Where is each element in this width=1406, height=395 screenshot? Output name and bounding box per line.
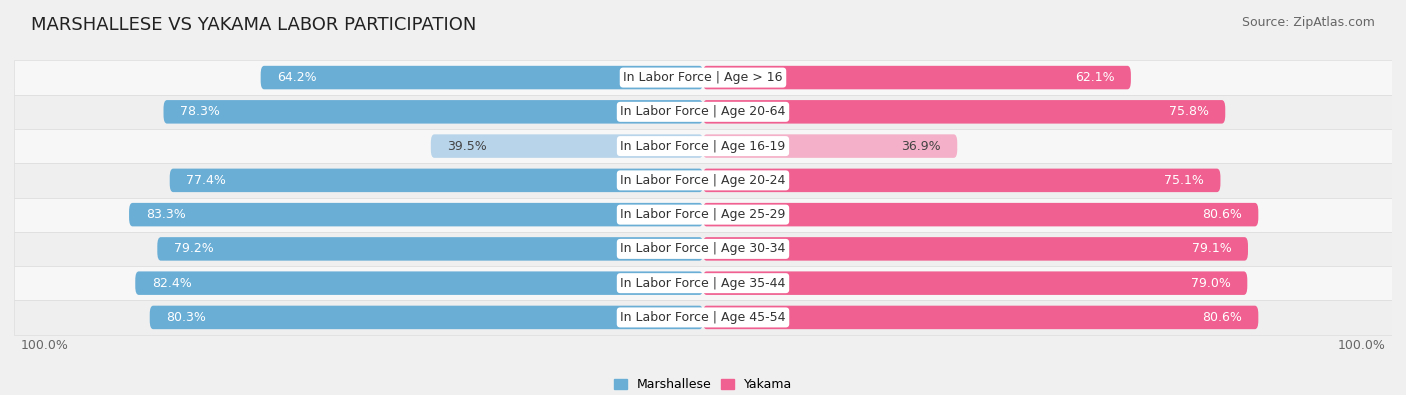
FancyBboxPatch shape bbox=[703, 169, 1220, 192]
FancyBboxPatch shape bbox=[14, 232, 1392, 266]
FancyBboxPatch shape bbox=[430, 134, 703, 158]
Text: Source: ZipAtlas.com: Source: ZipAtlas.com bbox=[1241, 16, 1375, 29]
Text: 80.3%: 80.3% bbox=[166, 311, 207, 324]
FancyBboxPatch shape bbox=[703, 134, 957, 158]
FancyBboxPatch shape bbox=[703, 237, 1249, 261]
Text: 82.4%: 82.4% bbox=[152, 276, 191, 290]
Text: 80.6%: 80.6% bbox=[1202, 208, 1241, 221]
FancyBboxPatch shape bbox=[163, 100, 703, 124]
Text: In Labor Force | Age 16-19: In Labor Force | Age 16-19 bbox=[620, 139, 786, 152]
Text: 75.8%: 75.8% bbox=[1168, 105, 1209, 118]
Text: 100.0%: 100.0% bbox=[21, 339, 69, 352]
Text: 79.1%: 79.1% bbox=[1192, 243, 1232, 256]
Text: In Labor Force | Age 25-29: In Labor Force | Age 25-29 bbox=[620, 208, 786, 221]
FancyBboxPatch shape bbox=[150, 306, 703, 329]
FancyBboxPatch shape bbox=[703, 271, 1247, 295]
FancyBboxPatch shape bbox=[129, 203, 703, 226]
Text: In Labor Force | Age 30-34: In Labor Force | Age 30-34 bbox=[620, 243, 786, 256]
Legend: Marshallese, Yakama: Marshallese, Yakama bbox=[609, 373, 797, 395]
Text: 80.6%: 80.6% bbox=[1202, 311, 1241, 324]
Text: 77.4%: 77.4% bbox=[186, 174, 226, 187]
Text: In Labor Force | Age > 16: In Labor Force | Age > 16 bbox=[623, 71, 783, 84]
FancyBboxPatch shape bbox=[703, 306, 1258, 329]
Text: 79.2%: 79.2% bbox=[174, 243, 214, 256]
FancyBboxPatch shape bbox=[14, 95, 1392, 129]
Text: 78.3%: 78.3% bbox=[180, 105, 219, 118]
FancyBboxPatch shape bbox=[260, 66, 703, 89]
Text: 75.1%: 75.1% bbox=[1164, 174, 1204, 187]
FancyBboxPatch shape bbox=[14, 163, 1392, 198]
Text: In Labor Force | Age 20-64: In Labor Force | Age 20-64 bbox=[620, 105, 786, 118]
FancyBboxPatch shape bbox=[135, 271, 703, 295]
Text: 62.1%: 62.1% bbox=[1074, 71, 1115, 84]
FancyBboxPatch shape bbox=[14, 266, 1392, 300]
Text: 83.3%: 83.3% bbox=[146, 208, 186, 221]
Text: 100.0%: 100.0% bbox=[1337, 339, 1385, 352]
Text: 39.5%: 39.5% bbox=[447, 139, 486, 152]
FancyBboxPatch shape bbox=[157, 237, 703, 261]
FancyBboxPatch shape bbox=[703, 66, 1130, 89]
FancyBboxPatch shape bbox=[14, 60, 1392, 95]
Text: 64.2%: 64.2% bbox=[277, 71, 316, 84]
FancyBboxPatch shape bbox=[703, 203, 1258, 226]
Text: MARSHALLESE VS YAKAMA LABOR PARTICIPATION: MARSHALLESE VS YAKAMA LABOR PARTICIPATIO… bbox=[31, 16, 477, 34]
Text: 79.0%: 79.0% bbox=[1191, 276, 1230, 290]
Text: 36.9%: 36.9% bbox=[901, 139, 941, 152]
FancyBboxPatch shape bbox=[170, 169, 703, 192]
FancyBboxPatch shape bbox=[703, 100, 1225, 124]
FancyBboxPatch shape bbox=[14, 300, 1392, 335]
Text: In Labor Force | Age 35-44: In Labor Force | Age 35-44 bbox=[620, 276, 786, 290]
FancyBboxPatch shape bbox=[14, 198, 1392, 232]
FancyBboxPatch shape bbox=[14, 129, 1392, 163]
Text: In Labor Force | Age 20-24: In Labor Force | Age 20-24 bbox=[620, 174, 786, 187]
Text: In Labor Force | Age 45-54: In Labor Force | Age 45-54 bbox=[620, 311, 786, 324]
